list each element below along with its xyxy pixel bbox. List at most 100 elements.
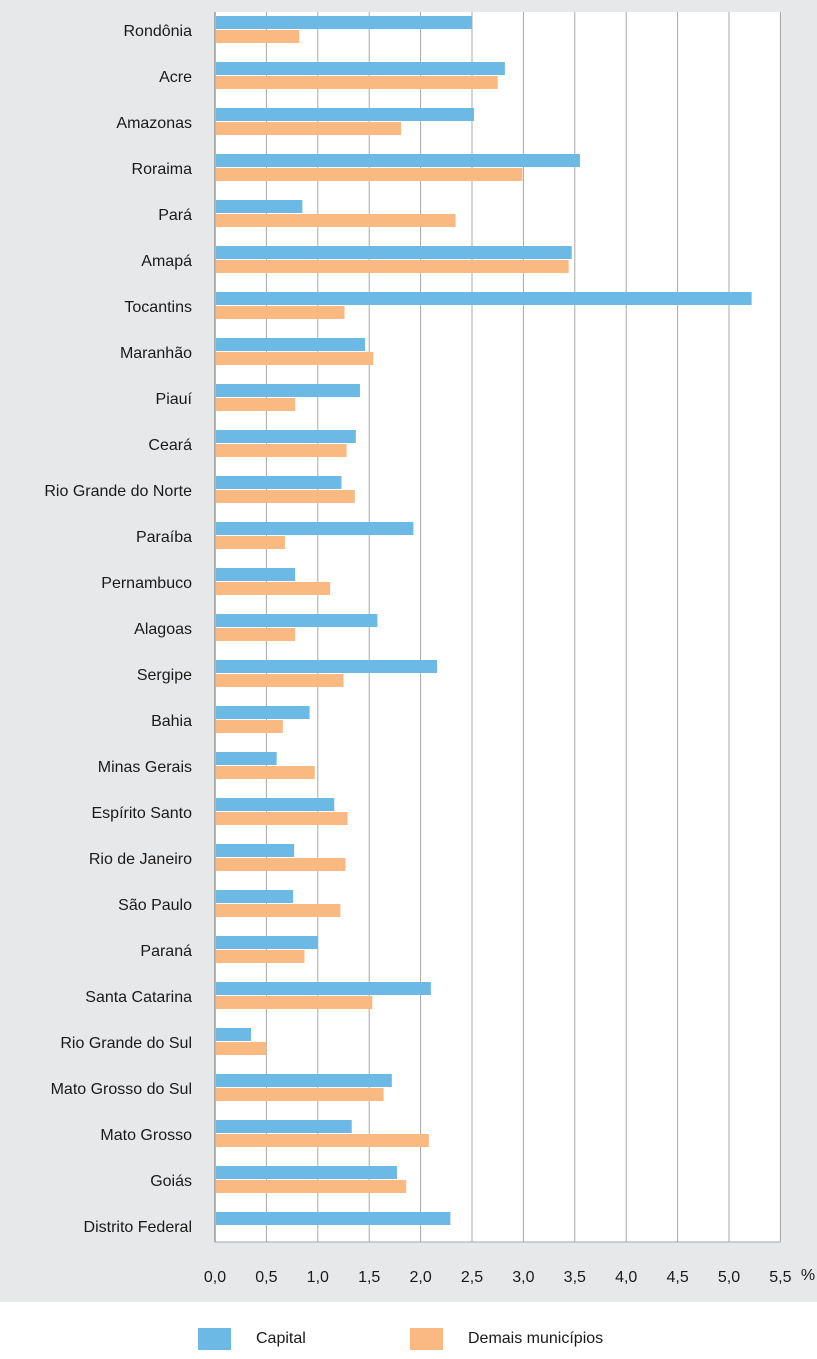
- x-tick-label: 4,5: [666, 1269, 688, 1286]
- bars: [216, 16, 752, 1225]
- bar-capital: [216, 844, 295, 857]
- legend-label-demais: Demais municípios: [468, 1330, 604, 1347]
- bar-demais-municipios: [216, 858, 346, 871]
- category-label: Pará: [158, 207, 192, 224]
- bar-demais-municipios: [216, 582, 331, 595]
- bar-capital: [216, 752, 277, 765]
- category-label: Paraná: [140, 943, 192, 960]
- bar-demais-municipios: [216, 1088, 384, 1101]
- category-label: Alagoas: [134, 621, 192, 638]
- bar-demais-municipios: [216, 536, 285, 549]
- bar-capital: [216, 936, 318, 949]
- bar-demais-municipios: [216, 1180, 407, 1193]
- bar-demais-municipios: [216, 1042, 267, 1055]
- bar-demais-municipios: [216, 444, 347, 457]
- category-label: Santa Catarina: [85, 989, 192, 1006]
- bar-capital: [216, 890, 294, 903]
- bar-capital: [216, 982, 431, 995]
- category-label: Rio Grande do Norte: [44, 483, 192, 500]
- bar-capital: [216, 338, 366, 351]
- chart-panel: Rondônia Acre Amazonas Roraima Pará Amapá Toca…: [0, 0, 817, 1302]
- bar-demais-municipios: [216, 490, 355, 503]
- bar-demais-municipios: [216, 352, 374, 365]
- bar-demais-municipios: [216, 766, 315, 779]
- bar-capital: [216, 200, 303, 213]
- bar-demais-municipios: [216, 214, 456, 227]
- bar-capital: [216, 1166, 397, 1179]
- bar-demais-municipios: [216, 398, 296, 411]
- category-label: Ceará: [148, 437, 192, 454]
- x-tick-label: 1,5: [358, 1269, 380, 1286]
- bar-demais-municipios: [216, 720, 283, 733]
- bar-capital: [216, 798, 335, 811]
- category-label: Piauí: [156, 391, 193, 408]
- bar-demais-municipios: [216, 30, 300, 43]
- category-label: Minas Gerais: [98, 759, 192, 776]
- legend-item-demais: Demais municípios: [410, 1328, 604, 1350]
- bar-capital: [216, 522, 414, 535]
- category-label: Tocantins: [124, 299, 192, 316]
- category-label: Mato Grosso do Sul: [51, 1081, 192, 1098]
- category-label: Bahia: [151, 713, 192, 730]
- category-label: Espírito Santo: [92, 805, 193, 822]
- category-label: Amapá: [141, 253, 192, 270]
- bar-capital: [216, 660, 438, 673]
- x-tick-label: 0,0: [204, 1269, 226, 1286]
- bar-capital: [216, 1120, 352, 1133]
- bar-capital: [216, 1212, 451, 1225]
- bar-demais-municipios: [216, 950, 305, 963]
- bar-demais-municipios: [216, 812, 348, 825]
- category-labels: Rondônia Acre Amazonas Roraima Pará Amapá Toca…: [44, 23, 192, 1236]
- bar-capital: [216, 476, 342, 489]
- category-label: Distrito Federal: [84, 1219, 192, 1236]
- legend-label-capital: Capital: [256, 1330, 306, 1347]
- x-tick-label: 3,0: [512, 1269, 534, 1286]
- x-unit-label: %: [801, 1267, 815, 1284]
- category-label: Rio Grande do Sul: [60, 1035, 192, 1052]
- legend-item-capital: Capital: [198, 1328, 306, 1350]
- legend-swatch-demais: [410, 1328, 443, 1350]
- x-tick-label: 3,5: [564, 1269, 586, 1286]
- x-tick-label: 5,0: [718, 1269, 740, 1286]
- x-tick-label: 1,0: [307, 1269, 329, 1286]
- bar-capital: [216, 108, 475, 121]
- bar-demais-municipios: [216, 674, 344, 687]
- category-label: Mato Grosso: [100, 1127, 192, 1144]
- bar-capital: [216, 154, 580, 167]
- x-tick-label: 2,5: [461, 1269, 483, 1286]
- category-label: Paraíba: [136, 529, 192, 546]
- bar-capital: [216, 1074, 392, 1087]
- category-label: Pernambuco: [101, 575, 192, 592]
- x-tick-label: 0,5: [255, 1269, 277, 1286]
- bar-capital: [216, 430, 356, 443]
- bar-capital: [216, 384, 360, 397]
- legend-swatch-capital: [198, 1328, 231, 1350]
- bar-capital: [216, 16, 472, 29]
- bar-capital: [216, 1028, 251, 1041]
- category-label: Rio de Janeiro: [89, 851, 192, 868]
- bar-demais-municipios: [216, 628, 296, 641]
- bar-demais-municipios: [216, 306, 345, 319]
- bar-capital: [216, 292, 752, 305]
- category-label: Sergipe: [137, 667, 192, 684]
- bar-chart: Rondônia Acre Amazonas Roraima Pará Amapá Toca…: [44, 12, 815, 1286]
- bar-demais-municipios: [216, 1134, 429, 1147]
- category-label: Goiás: [150, 1173, 192, 1190]
- category-label: Acre: [159, 69, 192, 86]
- bar-demais-municipios: [216, 260, 569, 273]
- bar-demais-municipios: [216, 168, 523, 181]
- category-label: Roraima: [132, 161, 193, 178]
- bar-capital: [216, 614, 378, 627]
- x-tick-label: 5,5: [769, 1269, 791, 1286]
- x-tick-label: 4,0: [615, 1269, 637, 1286]
- legend: Capital Demais municípios: [0, 1302, 817, 1359]
- category-label: São Paulo: [118, 897, 192, 914]
- category-label: Maranhão: [120, 345, 192, 362]
- bar-demais-municipios: [216, 122, 402, 135]
- bar-capital: [216, 62, 505, 75]
- bar-capital: [216, 706, 310, 719]
- bar-demais-municipios: [216, 904, 341, 917]
- category-label: Rondônia: [124, 23, 193, 40]
- bar-capital: [216, 246, 572, 259]
- x-tick-label: 2,0: [409, 1269, 431, 1286]
